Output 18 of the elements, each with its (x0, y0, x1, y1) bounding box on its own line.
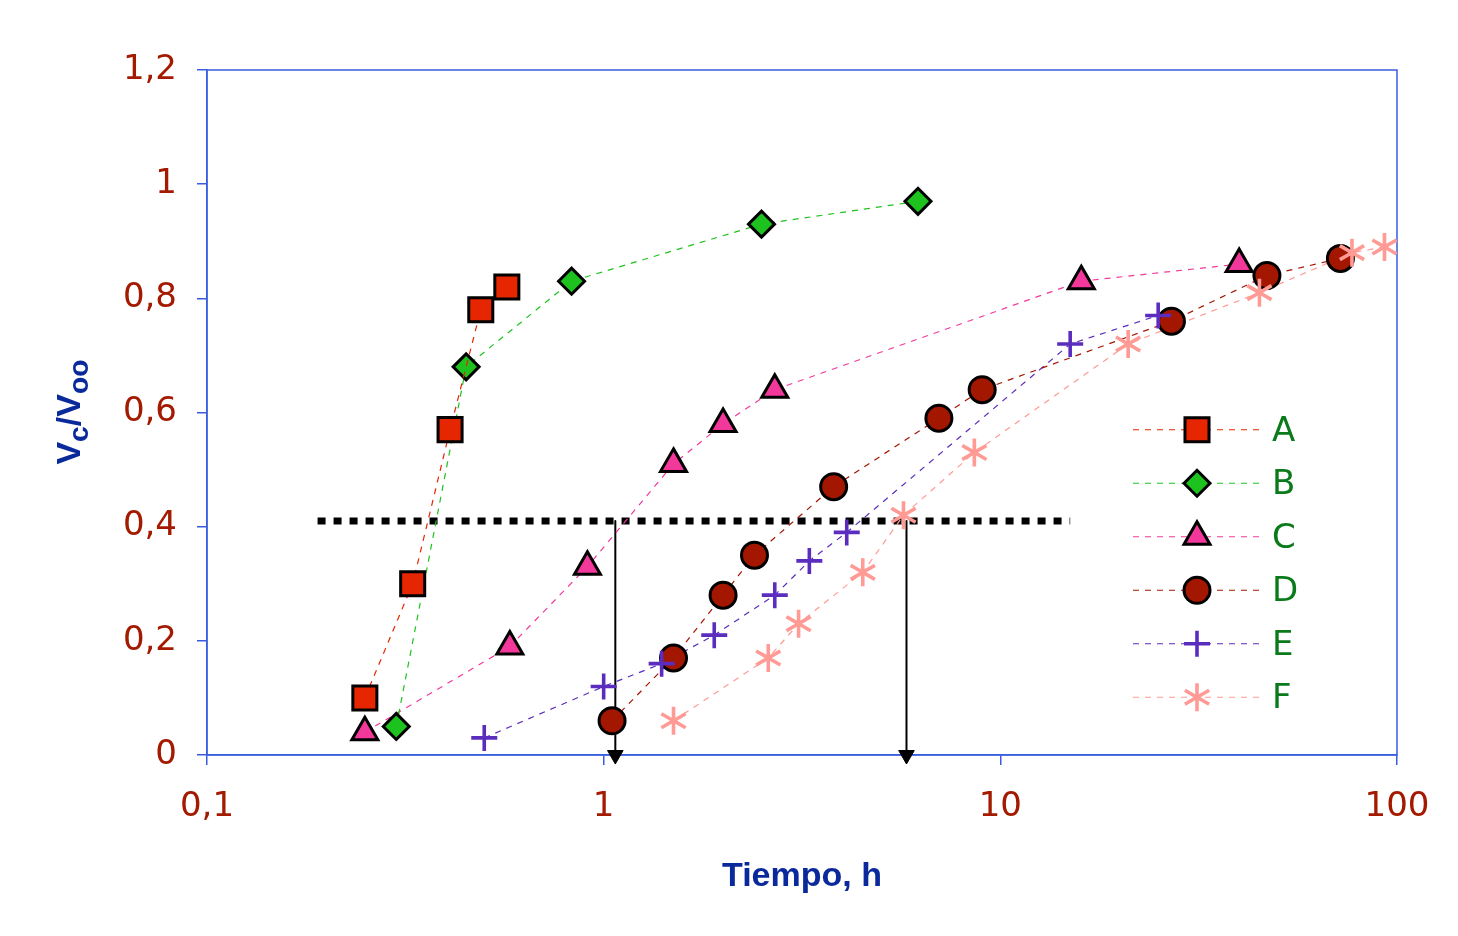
legend-label: A (1272, 408, 1296, 449)
y-tick-label: 0,6 (122, 389, 177, 430)
y-tick-label: 0,2 (122, 617, 177, 658)
legend-label: E (1272, 622, 1294, 663)
x-axis-title: Tiempo, h (721, 855, 883, 894)
legend-label: F (1272, 676, 1292, 717)
y-tick-label: 0,4 (122, 503, 177, 544)
y-tick-label: 1,2 (122, 46, 177, 87)
x-tick-label: 10 (978, 784, 1022, 825)
y-tick-label: 1 (155, 160, 177, 201)
legend-label: C (1272, 515, 1296, 556)
x-tick-label: 0,1 (179, 784, 235, 825)
legend-label: B (1272, 462, 1296, 503)
y-tick-label: 0,8 (122, 275, 177, 316)
legend-label: D (1272, 569, 1299, 610)
x-tick-label: 100 (1364, 784, 1430, 825)
x-tick-label: 1 (592, 784, 615, 825)
y-tick-label: 0 (155, 731, 177, 772)
